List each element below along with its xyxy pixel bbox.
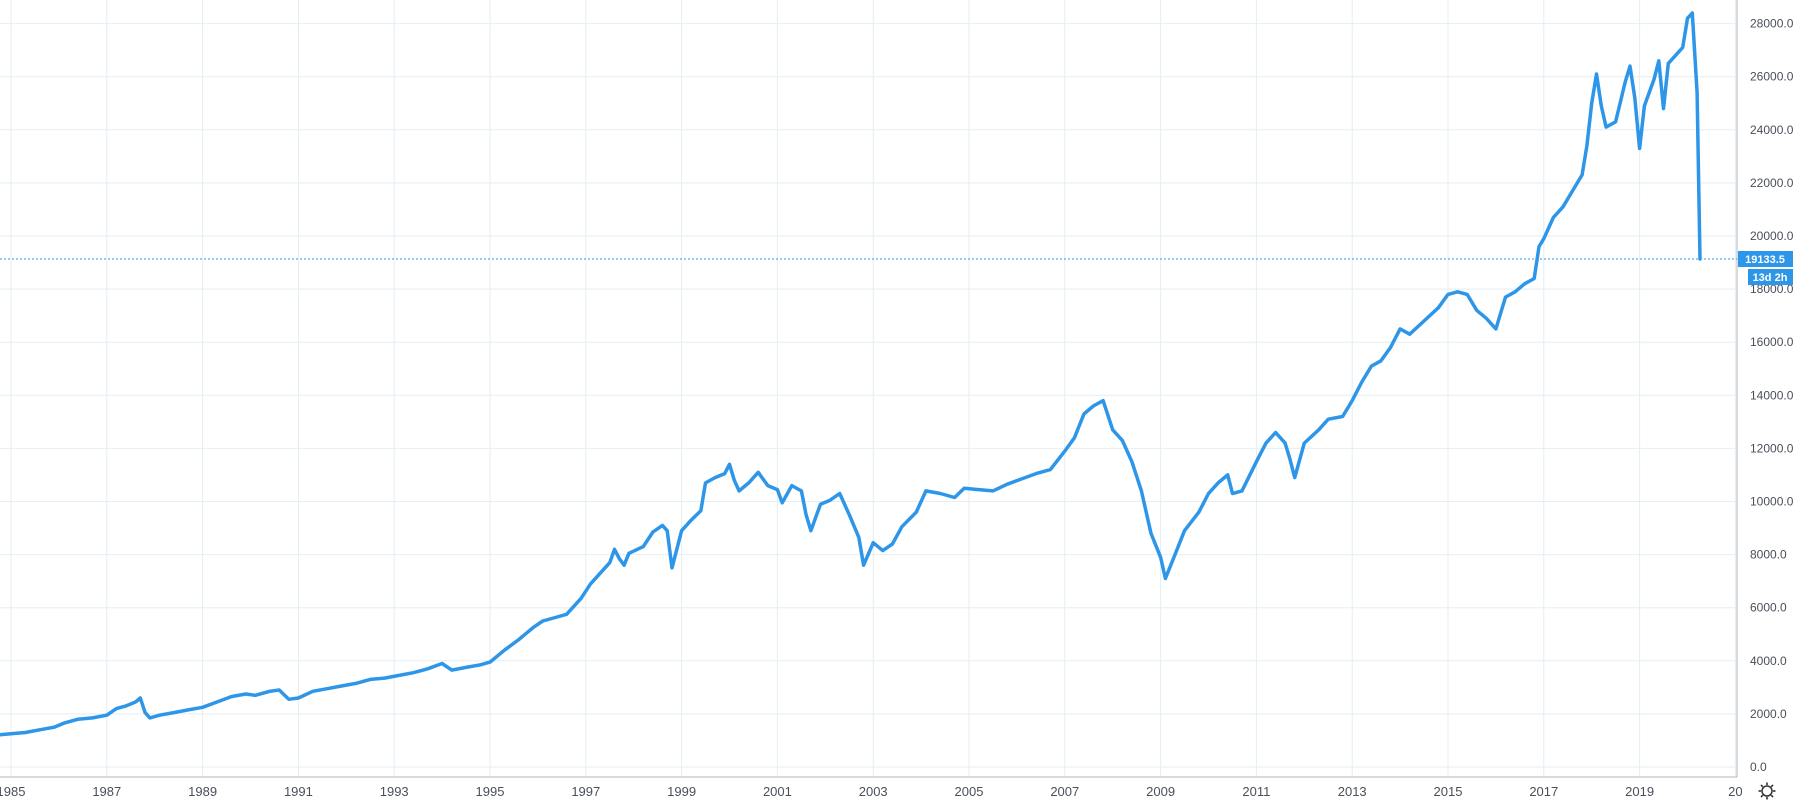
x-tick-label: 1995: [476, 784, 505, 799]
x-tick-label: 2013: [1338, 784, 1367, 799]
y-tick-label: 2000.0: [1750, 707, 1787, 721]
y-tick-label: 24000.0: [1750, 123, 1794, 137]
y-tick-label: 22000.0: [1750, 176, 1794, 190]
x-tick-label: 1991: [284, 784, 313, 799]
x-tick-label: 2009: [1146, 784, 1175, 799]
y-tick-label: 10000.0: [1750, 495, 1794, 509]
x-tick-label: 1993: [380, 784, 409, 799]
current-price-label: 19133.5: [1745, 254, 1785, 266]
x-tick-label: 2015: [1434, 784, 1463, 799]
x-tick-label: 2003: [859, 784, 888, 799]
y-tick-label: 6000.0: [1750, 601, 1787, 615]
y-tick-label: 14000.0: [1750, 388, 1794, 402]
y-tick-label: 0.0: [1750, 760, 1767, 774]
y-tick-label: 16000.0: [1750, 335, 1794, 349]
y-tick-label: 12000.0: [1750, 441, 1794, 455]
y-tick-label: 8000.0: [1750, 548, 1787, 562]
x-tick-label: 1989: [188, 784, 217, 799]
grid-layer: [0, 0, 1737, 777]
x-tick-label: 2017: [1529, 784, 1558, 799]
countdown-label: 13d 2h: [1753, 272, 1788, 284]
x-tick-label: 2005: [955, 784, 984, 799]
current-price-badge-bg: [1738, 251, 1793, 268]
x-tick-label: 1999: [667, 784, 696, 799]
y-tick-label: 20000.0: [1750, 229, 1794, 243]
price-series-line: [0, 11, 1702, 737]
y-tick-label: 28000.0: [1750, 17, 1794, 31]
overlay-layer: 19133.5 13d 2h: [0, 251, 1793, 800]
series-layer: [0, 11, 1702, 737]
x-tick-label: 1985: [0, 784, 25, 799]
y-tick-label: 4000.0: [1750, 654, 1787, 668]
y-tick-label: 26000.0: [1750, 70, 1794, 84]
x-tick-label: 1987: [92, 784, 121, 799]
x-tick-label: 20: [1728, 784, 1742, 799]
x-tick-label: 2001: [763, 784, 792, 799]
x-tick-label: 2007: [1050, 784, 1079, 799]
gear-icon[interactable]: [1758, 782, 1776, 800]
countdown-badge-bg: [1748, 269, 1793, 286]
x-tick-label: 2019: [1625, 784, 1654, 799]
x-tick-label: 2011: [1242, 784, 1270, 799]
y-tick-label: 18000.0: [1750, 282, 1794, 296]
x-tick-label: 1997: [571, 784, 600, 799]
